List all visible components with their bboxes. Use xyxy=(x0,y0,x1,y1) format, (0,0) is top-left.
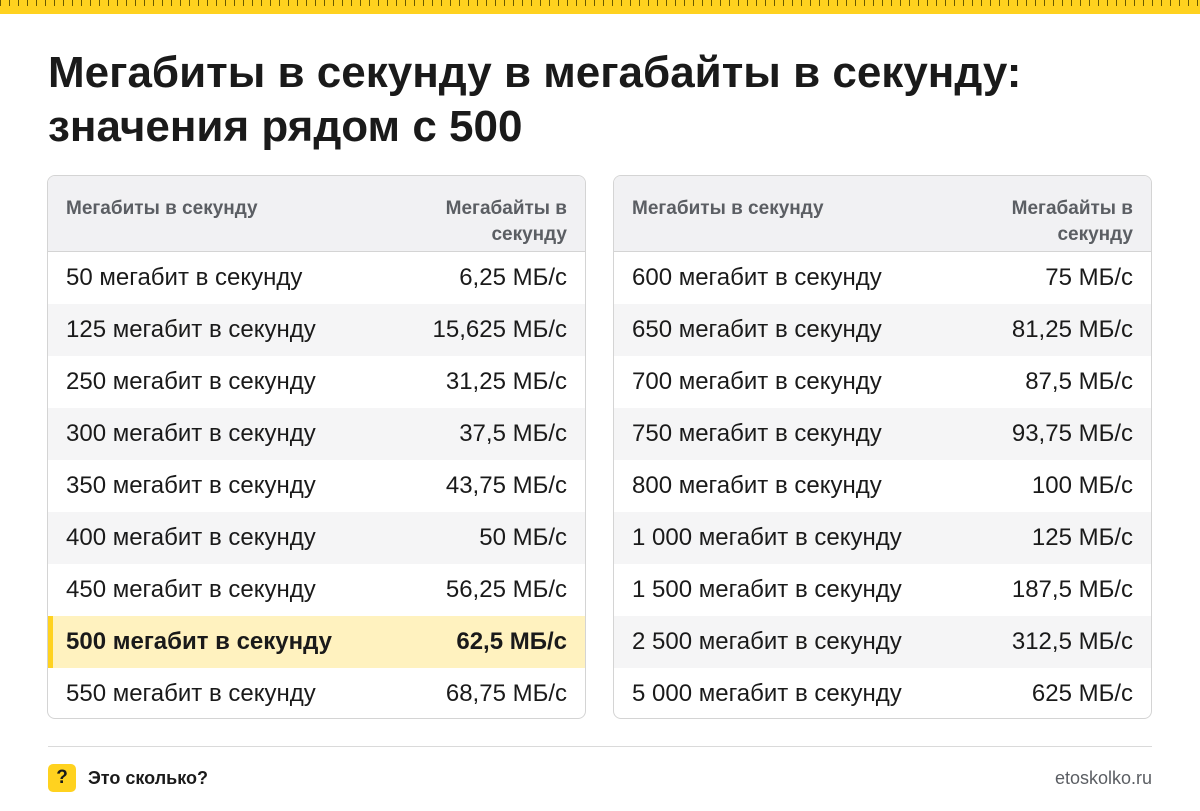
header-megabits: Мегабиты в секунду xyxy=(632,198,824,219)
table-row: 700 мегабит в секунду 87,5 МБ/с xyxy=(614,356,1151,408)
question-mark-icon: ? xyxy=(48,764,76,792)
megabytes-cell: 93,75 МБ/с xyxy=(1011,420,1133,447)
megabytes-cell: 68,75 МБ/с xyxy=(445,680,567,707)
megabits-cell: 500 мегабит в секунду xyxy=(66,628,333,655)
megabytes-cell: 312,5 МБ/с xyxy=(1011,628,1133,655)
megabits-cell: 600 мегабит в секунду xyxy=(632,264,882,291)
table-row: 650 мегабит в секунду 81,25 МБ/с xyxy=(614,304,1151,356)
site-link[interactable]: etoskolko.ru xyxy=(1054,768,1152,788)
megabits-cell: 250 мегабит в секунду xyxy=(66,368,316,395)
header-megabits: Мегабиты в секунду xyxy=(66,198,258,219)
megabytes-cell: 6,25 МБ/с xyxy=(459,264,567,291)
table-row: 5 000 мегабит в секунду 625 МБ/с xyxy=(614,668,1151,718)
table-body: 50 мегабит в секунду 6,25 МБ/с 125 мегаби… xyxy=(48,252,585,718)
megabits-cell: 700 мегабит в секунду xyxy=(632,368,882,395)
title-line-1: Мегабиты в секунду в мегабайты в секунду… xyxy=(48,48,1022,97)
megabytes-cell: 75 МБ/с xyxy=(1045,264,1133,291)
table-row: 550 мегабит в секунду 68,75 МБ/с xyxy=(48,668,585,718)
megabytes-cell: 625 МБ/с xyxy=(1031,680,1133,707)
megabits-cell: 750 мегабит в секунду xyxy=(632,420,882,447)
megabits-cell: 350 мегабит в секунду xyxy=(66,472,316,499)
megabytes-cell: 81,25 МБ/с xyxy=(1011,316,1133,343)
megabits-cell: 400 мегабит в секунду xyxy=(66,524,316,551)
table-row: 350 мегабит в секунду 43,75 МБ/с xyxy=(48,460,585,512)
table-row: 125 мегабит в секунду 15,625 МБ/с xyxy=(48,304,585,356)
table-row: 450 мегабит в секунду 56,25 МБ/с xyxy=(48,564,585,616)
megabits-cell: 650 мегабит в секунду xyxy=(632,316,882,343)
table-row: 750 мегабит в секунду 93,75 МБ/с xyxy=(614,408,1151,460)
footer-divider xyxy=(48,746,1152,747)
table-row: 300 мегабит в секунду 37,5 МБ/с xyxy=(48,408,585,460)
megabits-cell: 2 500 мегабит в секунду xyxy=(632,628,902,655)
megabits-cell: 125 мегабит в секунду xyxy=(66,316,316,343)
megabytes-cell: 56,25 МБ/с xyxy=(445,576,567,603)
highlighted-table-row: 500 мегабит в секунду 62,5 МБ/с xyxy=(48,616,585,668)
megabytes-cell: 50 МБ/с xyxy=(479,524,567,551)
megabits-cell: 50 мегабит в секунду xyxy=(66,264,303,291)
megabytes-cell: 125 МБ/с xyxy=(1031,524,1133,551)
megabits-cell: 1 000 мегабит в секунду xyxy=(632,524,902,551)
top-ruler-strip xyxy=(0,0,1200,14)
table-row: 400 мегабит в секунду 50 МБ/с xyxy=(48,512,585,564)
header-megabytes: Мегабайты в секунду xyxy=(445,198,567,245)
megabytes-cell: 100 МБ/с xyxy=(1031,472,1133,499)
header-megabytes: Мегабайты в секунду xyxy=(1011,198,1133,245)
megabits-cell: 300 мегабит в секунду xyxy=(66,420,316,447)
page-title: Мегабиты в секунду в мегабайты в секунду… xyxy=(48,46,1148,154)
megabits-cell: 550 мегабит в секунду xyxy=(66,680,316,707)
table-row: 50 мегабит в секунду 6,25 МБ/с xyxy=(48,252,585,304)
megabytes-cell: 31,25 МБ/с xyxy=(445,368,567,395)
megabits-cell: 800 мегабит в секунду xyxy=(632,472,882,499)
title-line-2: значения рядом с 500 xyxy=(48,102,523,151)
megabits-cell: 1 500 мегабит в секунду xyxy=(632,576,902,603)
megabits-cell: 450 мегабит в секунду xyxy=(66,576,316,603)
megabytes-cell: 43,75 МБ/с xyxy=(445,472,567,499)
megabytes-cell: 87,5 МБ/с xyxy=(1025,368,1133,395)
table-row: 2 500 мегабит в секунду 312,5 МБ/с xyxy=(614,616,1151,668)
table-row: 1 500 мегабит в секунду 187,5 МБ/с xyxy=(614,564,1151,616)
megabits-cell: 5 000 мегабит в секунду xyxy=(632,680,902,707)
table-row: 250 мегабит в секунду 31,25 МБ/с xyxy=(48,356,585,408)
megabytes-cell: 62,5 МБ/с xyxy=(456,628,567,655)
table-row: 1 000 мегабит в секунду 125 МБ/с xyxy=(614,512,1151,564)
table-row: 600 мегабит в секунду 75 МБ/с xyxy=(614,252,1151,304)
table-row: 800 мегабит в секунду 100 МБ/с xyxy=(614,460,1151,512)
table-body: 600 мегабит в секунду 75 МБ/с 650 мегабит… xyxy=(614,252,1151,718)
table-header: Мегабиты в секунду Мегабайты в секунду xyxy=(614,176,1151,252)
conversion-table-left: Мегабиты в секунду Мегабайты в секунду 5… xyxy=(47,175,586,719)
megabytes-cell: 37,5 МБ/с xyxy=(459,420,567,447)
conversion-table-right: Мегабиты в секунду Мегабайты в секунду 6… xyxy=(613,175,1152,719)
brand-name: Это сколько? xyxy=(88,768,208,788)
megabytes-cell: 15,625 МБ/с xyxy=(432,316,567,343)
megabytes-cell: 187,5 МБ/с xyxy=(1011,576,1133,603)
table-header: Мегабиты в секунду Мегабайты в секунду xyxy=(48,176,585,252)
